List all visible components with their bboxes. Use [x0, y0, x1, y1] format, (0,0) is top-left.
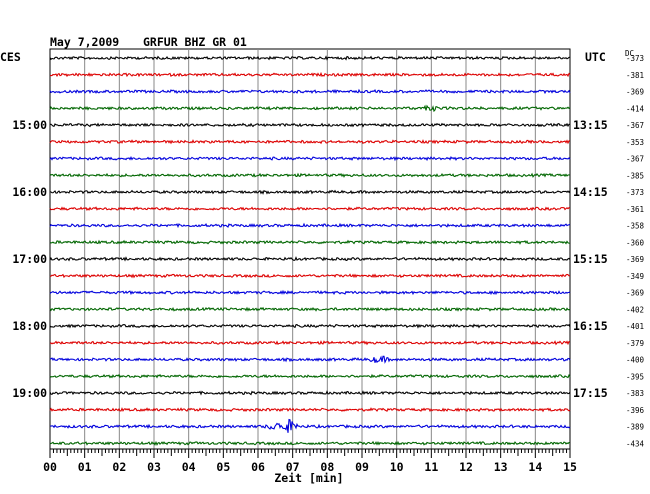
dc-offset-label: -367 [626, 121, 644, 130]
seismic-trace [49, 273, 571, 279]
right-hour-label: 17:15 [573, 386, 608, 400]
dc-offset-label: -434 [626, 439, 645, 448]
seismic-trace [49, 340, 571, 346]
seismic-trace [49, 222, 571, 229]
right-timezone-label: UTC [585, 50, 606, 64]
dc-offset-label: -401 [626, 322, 644, 331]
dc-offset-label: -400 [626, 356, 645, 365]
seismic-trace [49, 189, 571, 195]
x-tick-label: 12 [459, 460, 473, 474]
seismic-trace [49, 373, 571, 379]
x-tick-label: 10 [390, 460, 404, 474]
right-hour-label: 16:15 [573, 319, 608, 333]
dc-offset-label: -395 [626, 372, 644, 381]
seismic-trace [49, 256, 571, 262]
dc-offset-label: -369 [626, 88, 644, 97]
seismic-trace [49, 390, 571, 396]
dc-offset-label: -402 [626, 305, 644, 314]
seismic-trace [49, 407, 571, 413]
x-tick-label: 05 [216, 460, 230, 474]
dc-offset-label: -373 [626, 188, 644, 197]
dc-offset-label: -361 [626, 205, 644, 214]
seismic-trace [49, 289, 571, 296]
seismic-trace [49, 323, 571, 329]
x-axis-label: Zeit [min] [274, 471, 343, 485]
x-tick-label: 13 [494, 460, 508, 474]
x-tick-label: 14 [528, 460, 542, 474]
x-tick-label: 03 [147, 460, 161, 474]
dc-offset-label: -383 [626, 389, 644, 398]
x-axis: 00 01 02 03 04 05 06 07 08 09 10 11 12 13 14 15 [43, 448, 577, 474]
seismic-trace [49, 156, 571, 162]
x-tick-label: 04 [182, 460, 196, 474]
date-label: May 7,2009 [50, 35, 119, 49]
dc-offset-label: -358 [626, 222, 645, 231]
seismic-trace [49, 172, 571, 178]
seismic-trace [49, 71, 571, 78]
x-tick-label: 01 [78, 460, 92, 474]
dc-offset-label: -369 [626, 255, 644, 264]
dc-offset-label: -367 [626, 155, 644, 164]
seismic-trace [49, 88, 571, 95]
dc-offset-label: -369 [626, 289, 644, 298]
dc-offset-label: -379 [626, 339, 644, 348]
dc-offset-label: -389 [626, 423, 644, 432]
dc-offset-label: -385 [626, 171, 644, 180]
dc-offset-label: -381 [626, 71, 644, 80]
left-timezone-label: CES [0, 50, 21, 64]
x-tick-label: 11 [424, 460, 438, 474]
left-hour-label: 17:00 [12, 252, 47, 266]
dc-offset-label: -360 [626, 238, 645, 247]
seismic-trace [49, 206, 571, 212]
dc-header-label: DC [625, 49, 634, 58]
station-label: GRFUR BHZ GR 01 [143, 35, 247, 49]
seismic-trace [49, 355, 571, 364]
seismic-trace [49, 139, 571, 145]
x-tick-label: 00 [43, 460, 57, 474]
right-hour-label: 13:15 [573, 118, 608, 132]
dc-offset-label: -414 [626, 104, 645, 113]
time-grid [49, 48, 571, 450]
left-hour-label: 16:00 [12, 185, 47, 199]
seismic-trace [49, 55, 571, 61]
seismic-trace [49, 440, 571, 446]
dc-offset-label: -349 [626, 272, 644, 281]
seismic-trace [49, 104, 571, 113]
dc-offset-label: -396 [626, 406, 645, 415]
x-tick-label: 02 [112, 460, 126, 474]
trace-group [49, 55, 571, 446]
x-tick-label: 09 [355, 460, 369, 474]
seismic-trace [49, 122, 571, 128]
left-hour-label: 15:00 [12, 118, 47, 132]
seismic-trace [49, 306, 571, 312]
seismic-trace [49, 239, 571, 245]
right-hour-label: 14:15 [573, 185, 608, 199]
x-tick-label: 07 [286, 460, 300, 474]
dc-offset-label: -373 [626, 54, 644, 63]
left-hour-label: 18:00 [12, 319, 47, 333]
x-tick-label: 08 [320, 460, 334, 474]
seismic-trace [49, 418, 571, 433]
right-hour-label: 15:15 [573, 252, 608, 266]
left-hour-label: 19:00 [12, 386, 47, 400]
x-tick-label: 15 [563, 460, 577, 474]
x-tick-label: 06 [251, 460, 265, 474]
dc-offset-label: -353 [626, 138, 644, 147]
trace-labels: -373 -381 -369 -414 -367 -353 -367 -385 -373 -361… [12, 54, 644, 448]
